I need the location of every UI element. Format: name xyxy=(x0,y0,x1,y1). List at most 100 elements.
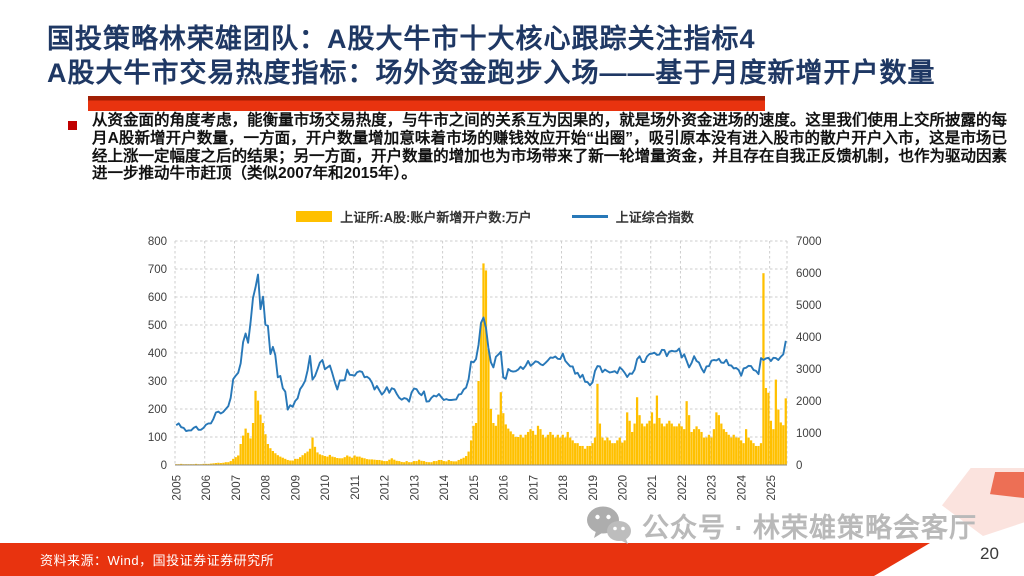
bar-month xyxy=(299,457,302,465)
bar-month xyxy=(749,440,753,465)
bar-month xyxy=(556,434,559,465)
bar-month xyxy=(648,420,651,465)
bar-month xyxy=(264,434,267,465)
bar-month xyxy=(531,430,535,465)
right-axis-tick: 3000 xyxy=(796,364,822,376)
bar-month xyxy=(702,437,706,465)
bar-month xyxy=(536,425,540,465)
bar-month xyxy=(180,463,183,465)
bar-month xyxy=(571,440,574,465)
bar-month xyxy=(658,417,661,465)
bar-month xyxy=(715,412,718,465)
bar-month xyxy=(606,437,609,465)
bar-month xyxy=(569,437,572,465)
bar-month xyxy=(368,459,371,465)
bar-month xyxy=(747,437,750,465)
bar-month xyxy=(313,446,317,465)
bar-month xyxy=(675,426,678,465)
x-axis-tick: 2013 xyxy=(409,475,421,501)
bar-month xyxy=(321,455,324,465)
bar-month xyxy=(472,425,475,465)
bar-month xyxy=(784,398,787,465)
bar-month xyxy=(308,448,312,465)
bar-month xyxy=(412,461,416,465)
bar-month xyxy=(596,383,599,465)
bar-month xyxy=(522,437,525,465)
x-axis-tick: 2015 xyxy=(469,475,481,501)
corner-decoration-strong xyxy=(990,472,1024,498)
bar-month xyxy=(583,448,587,465)
bar-month xyxy=(355,456,359,465)
bar-month xyxy=(559,437,562,465)
bar-month xyxy=(504,424,507,465)
bar-month xyxy=(499,392,502,465)
legend-bar-label: 上证所:A股:账户新增开户数:万户 xyxy=(340,209,532,225)
bar-month xyxy=(722,429,725,465)
bar-month xyxy=(489,409,493,465)
bar-month xyxy=(425,461,428,465)
bar-month xyxy=(266,444,270,465)
bar-month xyxy=(242,435,245,465)
bar-month xyxy=(284,458,287,465)
bar-month xyxy=(274,453,277,465)
bar-month xyxy=(638,415,641,465)
bar-month xyxy=(375,459,379,465)
bar-month xyxy=(767,392,770,465)
bar-month xyxy=(301,455,304,465)
bar-month xyxy=(574,443,577,465)
bar-month xyxy=(286,459,289,465)
bar-month xyxy=(502,413,505,465)
bar-month xyxy=(452,461,455,465)
bar-month xyxy=(742,443,745,465)
bar-month xyxy=(497,414,500,465)
bar-month xyxy=(430,462,433,465)
bar-month xyxy=(487,348,490,465)
bar-month xyxy=(204,463,208,465)
bar-month xyxy=(737,437,740,465)
bar-month xyxy=(346,455,349,465)
bar-month xyxy=(512,434,515,465)
wechat-icon xyxy=(587,506,631,544)
footer-band: 资料来源：Wind，国投证券证券研究所 xyxy=(0,543,930,576)
bar-month xyxy=(717,415,720,465)
bar-month xyxy=(779,422,782,465)
bar-month xyxy=(484,270,488,465)
bar-month xyxy=(219,463,222,465)
bar-month xyxy=(207,463,210,465)
x-axis-tick: 2019 xyxy=(588,475,600,501)
bar-month xyxy=(588,445,592,465)
bar-month xyxy=(710,437,713,465)
bar-month xyxy=(269,448,272,465)
bar-month xyxy=(469,440,473,465)
left-axis-tick: 800 xyxy=(148,236,167,248)
bar-month xyxy=(774,379,777,465)
bar-month xyxy=(279,456,282,465)
right-axis-tick: 4000 xyxy=(796,332,822,344)
bar-month xyxy=(237,455,240,465)
bar-month xyxy=(524,434,527,465)
bar-month xyxy=(234,457,237,465)
bar-month xyxy=(338,458,341,465)
bar-month xyxy=(650,412,654,465)
bar-month xyxy=(363,458,366,465)
bar-month xyxy=(246,432,250,465)
bar-month xyxy=(261,423,265,465)
bar-month xyxy=(251,423,255,465)
bar-month xyxy=(633,423,636,465)
left-axis-tick: 300 xyxy=(148,376,167,388)
bar-month xyxy=(465,456,468,465)
bar-month xyxy=(655,395,659,465)
right-axis-tick: 5000 xyxy=(796,300,822,312)
bar-month xyxy=(688,415,691,465)
bar-month xyxy=(432,461,436,465)
bar-month xyxy=(668,420,671,465)
bar-month xyxy=(705,437,708,465)
right-axis-tick: 1000 xyxy=(796,428,822,440)
right-axis-tick: 7000 xyxy=(796,236,822,248)
bar-month xyxy=(427,462,431,465)
bar-month xyxy=(534,434,537,465)
bar-month xyxy=(437,459,440,465)
bar-month xyxy=(256,400,260,465)
bar-month xyxy=(712,429,716,465)
bar-month xyxy=(333,457,336,465)
